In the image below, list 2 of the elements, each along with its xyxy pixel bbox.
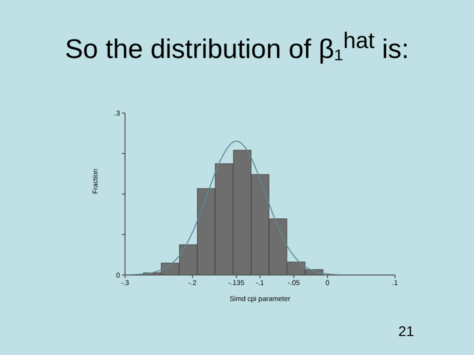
text: 21 (398, 323, 414, 339)
chart-title: So the distribution of β₁$^{hat}$ is: (64, 28, 410, 65)
